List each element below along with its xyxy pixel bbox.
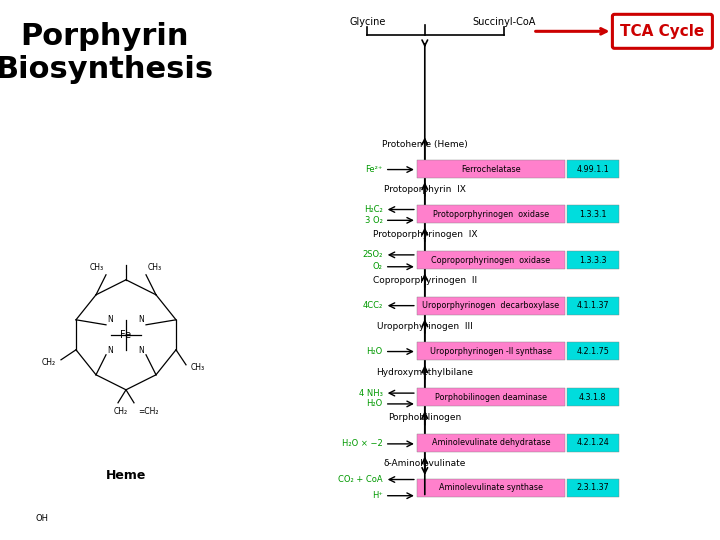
Text: 4 NH₃: 4 NH₃ xyxy=(359,389,383,397)
Text: Protoheme (Heme): Protoheme (Heme) xyxy=(382,140,468,149)
Text: Porphobilinogen: Porphobilinogen xyxy=(388,414,462,422)
Bar xyxy=(417,160,564,178)
Bar xyxy=(417,388,564,407)
Bar xyxy=(417,342,564,360)
Bar xyxy=(417,296,564,315)
Text: Porphyrin
Biosynthesis: Porphyrin Biosynthesis xyxy=(0,22,213,84)
Text: Protoporphyrinogen  oxidase: Protoporphyrinogen oxidase xyxy=(433,210,549,219)
Text: H₂O: H₂O xyxy=(366,400,383,408)
Text: 4.1.1.37: 4.1.1.37 xyxy=(577,301,609,310)
Text: Coproporphyrinogen  II: Coproporphyrinogen II xyxy=(373,276,477,285)
Text: Succinyl-CoA: Succinyl-CoA xyxy=(472,17,536,26)
Text: 2.3.1.37: 2.3.1.37 xyxy=(577,483,609,492)
Text: Heme: Heme xyxy=(106,469,146,482)
Text: Hydroxymethylbilane: Hydroxymethylbilane xyxy=(377,368,473,376)
Text: H₂C₂: H₂C₂ xyxy=(364,205,383,214)
Bar xyxy=(567,205,618,224)
Text: H₂O: H₂O xyxy=(366,347,383,356)
Text: Uroporphyrinogen  decarboxylase: Uroporphyrinogen decarboxylase xyxy=(422,301,559,310)
Text: Ferrochelatase: Ferrochelatase xyxy=(461,165,521,173)
FancyBboxPatch shape xyxy=(613,15,712,48)
Text: 2SO₂: 2SO₂ xyxy=(362,251,383,259)
Text: N: N xyxy=(139,346,145,355)
Text: Protoporphyrin  IX: Protoporphyrin IX xyxy=(384,185,466,193)
Text: N: N xyxy=(107,346,113,355)
Text: CH₃: CH₃ xyxy=(90,263,104,272)
Text: Uroporphyrinogen -II synthase: Uroporphyrinogen -II synthase xyxy=(430,347,552,355)
Text: N: N xyxy=(139,315,145,324)
Bar xyxy=(567,478,618,497)
Bar xyxy=(567,342,618,360)
Text: CH₃: CH₃ xyxy=(191,363,205,372)
Bar xyxy=(417,251,564,269)
Text: δ-Aminolevulinate: δ-Aminolevulinate xyxy=(384,459,466,468)
Bar xyxy=(567,160,618,178)
Text: CO₂ + CoA: CO₂ + CoA xyxy=(338,475,383,484)
Text: 1.3.3.3: 1.3.3.3 xyxy=(579,256,606,265)
Bar xyxy=(567,388,618,407)
Text: N: N xyxy=(107,315,113,324)
Text: OH: OH xyxy=(36,514,49,523)
Bar xyxy=(567,251,618,269)
Text: =CH₂: =CH₂ xyxy=(138,407,158,416)
Text: Uroporphyrinogen  III: Uroporphyrinogen III xyxy=(377,322,472,330)
Text: Fe²⁺: Fe²⁺ xyxy=(366,165,383,174)
Text: 4.2.1.75: 4.2.1.75 xyxy=(577,347,609,355)
Bar xyxy=(417,434,564,452)
Text: H⁺: H⁺ xyxy=(372,491,383,500)
Bar xyxy=(417,478,564,497)
Text: Protoporphyrinogen  IX: Protoporphyrinogen IX xyxy=(372,230,477,239)
Text: Porphobilinogen deaminase: Porphobilinogen deaminase xyxy=(435,393,546,402)
Text: CH₂: CH₂ xyxy=(114,407,128,416)
Text: O₂: O₂ xyxy=(373,262,383,271)
Text: Aminolevulinate synthase: Aminolevulinate synthase xyxy=(438,483,543,492)
Text: H₂O × −2: H₂O × −2 xyxy=(342,440,383,448)
Text: TCA Cycle: TCA Cycle xyxy=(620,24,705,39)
Bar xyxy=(417,205,564,224)
Text: 3 O₂: 3 O₂ xyxy=(365,216,383,225)
Text: Fe: Fe xyxy=(120,330,132,340)
Bar xyxy=(567,434,618,452)
Text: 4CC₂: 4CC₂ xyxy=(363,301,383,310)
Text: CH₃: CH₃ xyxy=(148,263,162,272)
Text: 4.2.1.24: 4.2.1.24 xyxy=(577,438,609,447)
Text: Glycine: Glycine xyxy=(349,17,385,26)
Text: CH₂: CH₂ xyxy=(42,359,56,367)
Text: 1.3.3.1: 1.3.3.1 xyxy=(579,210,606,219)
Text: Aminolevulinate dehydratase: Aminolevulinate dehydratase xyxy=(431,438,550,447)
Text: Coproporphyrinogen  oxidase: Coproporphyrinogen oxidase xyxy=(431,256,550,265)
Bar xyxy=(567,296,618,315)
Text: 4.3.1.8: 4.3.1.8 xyxy=(579,393,606,402)
Text: 4.99.1.1: 4.99.1.1 xyxy=(577,165,609,173)
